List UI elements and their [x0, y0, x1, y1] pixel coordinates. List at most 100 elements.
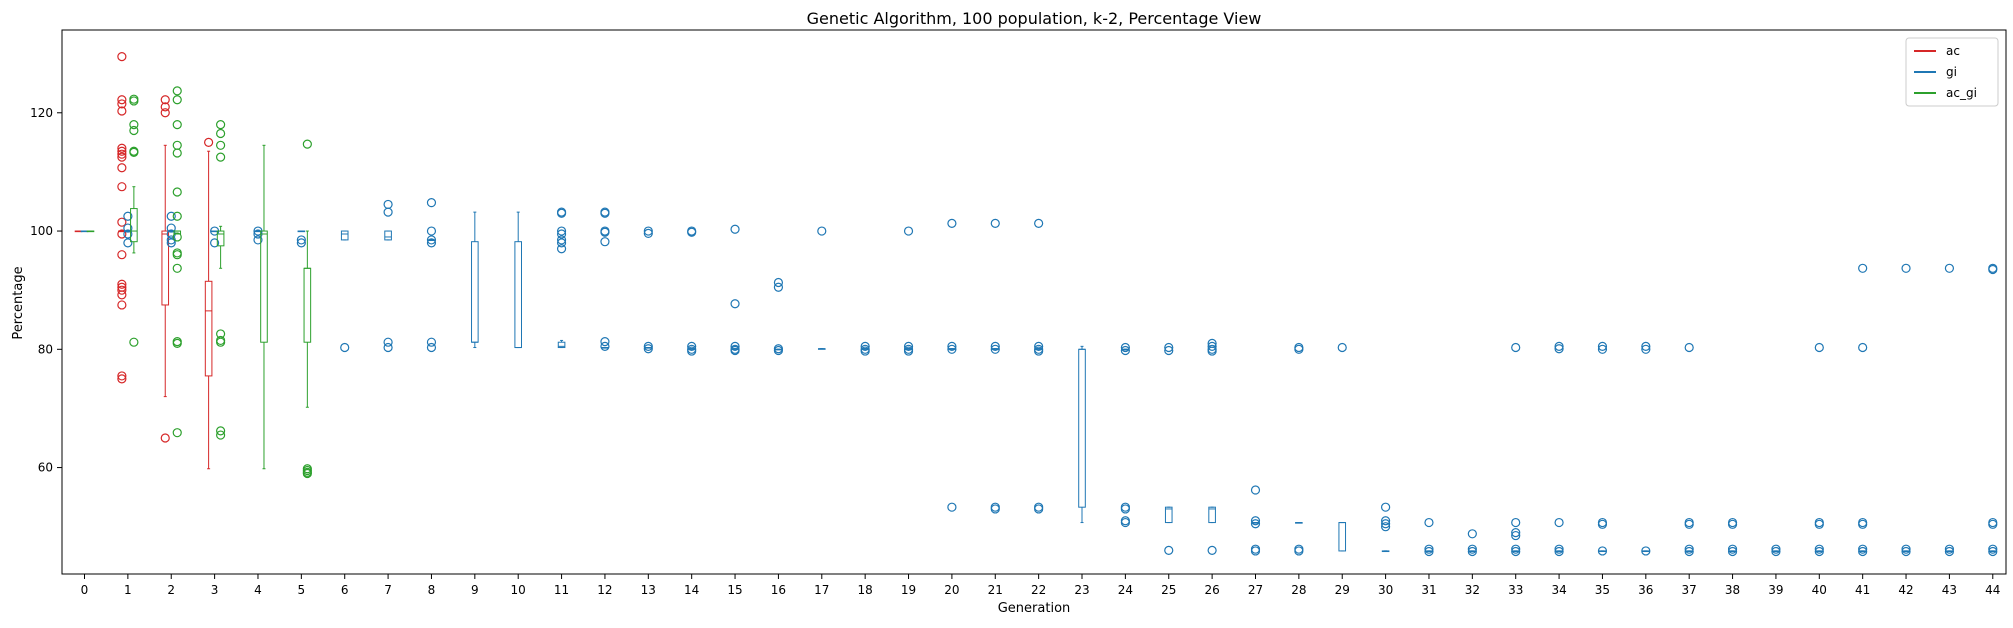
- y-tick-label: 80: [38, 342, 53, 356]
- outlier-point: [1467, 546, 1477, 557]
- outlier-point: [172, 232, 182, 242]
- outlier-point: [556, 235, 567, 245]
- box-gi-gen-27: [1250, 485, 1261, 556]
- outlier-point: [556, 244, 567, 254]
- x-tick-label: 40: [1812, 583, 1827, 597]
- x-tick-label: 19: [901, 583, 916, 597]
- outlier-point: [600, 237, 610, 247]
- outlier-point: [383, 207, 393, 217]
- box-gi-gen-17: [817, 226, 827, 350]
- x-tick-label: 36: [1638, 583, 1653, 597]
- box-gi-gen-43: [1944, 263, 1955, 557]
- box-gi-gen-9: [471, 211, 479, 349]
- x-tick-label: 28: [1291, 583, 1306, 597]
- outlier-point: [600, 227, 610, 237]
- outlier-point: [383, 337, 393, 347]
- y-tick-label: 120: [30, 106, 53, 120]
- x-tick-label: 32: [1465, 583, 1480, 597]
- outlier-point: [903, 341, 914, 351]
- plot-frame: [61, 29, 2007, 575]
- iqr-box: [1164, 506, 1173, 524]
- outlier-point: [1380, 522, 1391, 532]
- outlier-point: [730, 224, 740, 234]
- x-tick-label: 3: [211, 583, 219, 597]
- outlier-point: [1858, 519, 1868, 529]
- outlier-point: [216, 430, 226, 440]
- outlier-point: [216, 152, 226, 162]
- outlier-point: [643, 341, 653, 351]
- outlier-point: [1641, 341, 1651, 351]
- x-tick-label: 17: [814, 583, 829, 597]
- outlier-point: [1554, 546, 1564, 557]
- box-gi-gen-5: [296, 230, 306, 248]
- outlier-point: [426, 198, 437, 208]
- outlier-point: [1467, 529, 1477, 539]
- outlier-point: [1250, 516, 1261, 526]
- x-tick-label: 15: [727, 583, 742, 597]
- outlier-point: [600, 337, 610, 347]
- x-tick-label: 26: [1204, 583, 1219, 597]
- box-gi-gen-15: [730, 224, 740, 356]
- box-ac_gi-gen-2: [172, 86, 182, 438]
- iqr-box: [1208, 506, 1216, 524]
- box-gi-gen-33: [1511, 342, 1521, 557]
- outlier-point: [1511, 528, 1521, 538]
- outlier-point: [1944, 544, 1955, 554]
- outlier-point: [166, 235, 176, 245]
- outlier-point: [1727, 544, 1738, 554]
- outlier-point: [426, 238, 437, 248]
- iqr-box: [303, 267, 312, 343]
- outlier-point: [903, 226, 914, 236]
- box-gi-gen-19: [903, 226, 914, 356]
- outlier-point: [123, 223, 133, 233]
- x-tick-label: 6: [341, 583, 349, 597]
- outlier-point: [383, 342, 393, 353]
- outlier-point: [1554, 344, 1564, 354]
- outlier-point: [1250, 519, 1261, 529]
- iqr-box: [340, 230, 349, 241]
- box-gi-gen-21: [990, 218, 1000, 514]
- outlier-point: [129, 120, 139, 130]
- x-tick-label: 34: [1551, 583, 1566, 597]
- x-tick-label: 0: [81, 583, 89, 597]
- box-gi-gen-26: [1207, 338, 1217, 555]
- outlier-point: [166, 223, 176, 233]
- outlier-point: [129, 337, 139, 347]
- outlier-point: [730, 341, 740, 351]
- outlier-point: [172, 140, 182, 150]
- outlier-point: [1250, 546, 1261, 556]
- outlier-point: [296, 238, 306, 248]
- x-tick-label: 2: [167, 583, 175, 597]
- outlier-point: [1684, 519, 1694, 529]
- outlier-point: [1120, 504, 1130, 514]
- outlier-point: [1164, 545, 1174, 555]
- x-tick-label: 16: [771, 583, 786, 597]
- box-gi-gen-7: [383, 199, 393, 353]
- box-gi-gen-28: [1294, 342, 1304, 556]
- box-gi-gen-12: [600, 207, 610, 351]
- x-tick-label: 42: [1898, 583, 1913, 597]
- outlier-point: [123, 211, 133, 221]
- outlier-point: [160, 95, 170, 105]
- legend-box: [1905, 37, 1999, 107]
- legend: ac gi ac_gi: [1905, 37, 1999, 107]
- outlier-point: [687, 346, 697, 356]
- box-gi-gen-36: [1641, 341, 1651, 556]
- outlier-point: [1467, 544, 1477, 554]
- outlier-point: [1207, 341, 1217, 351]
- legend-label: gi: [1946, 65, 1957, 79]
- outlier-point: [1294, 546, 1304, 556]
- box-gi-gen-40: [1814, 342, 1824, 557]
- iqr-box: [557, 341, 566, 349]
- outlier-point: [990, 344, 1000, 354]
- outlier-point: [172, 95, 182, 105]
- x-tick-label: 41: [1855, 583, 1870, 597]
- x-tick-label: 5: [298, 583, 306, 597]
- outlier-point: [129, 96, 139, 106]
- outlier-point: [947, 218, 957, 228]
- outlier-point: [172, 120, 182, 130]
- box-ac-gen-1: [117, 52, 127, 384]
- outlier-point: [556, 226, 567, 236]
- outlier-point: [1554, 517, 1564, 528]
